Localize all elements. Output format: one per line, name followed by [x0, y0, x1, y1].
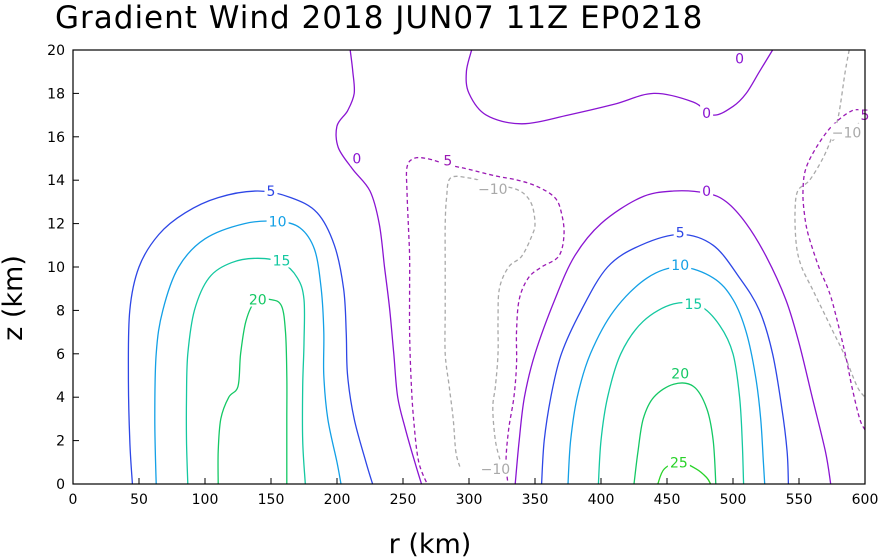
x-tick-label: 50 — [130, 492, 148, 508]
contour-label: 10 — [671, 258, 689, 274]
contour-line — [406, 158, 564, 489]
y-tick-label: 8 — [56, 303, 65, 319]
x-tick-label: 0 — [69, 492, 78, 508]
gradient-wind-chart: Gradient Wind 2018 JUN07 11Z EP0218 −10 −… — [0, 0, 879, 560]
contour-line — [155, 221, 341, 484]
plot-frame — [73, 50, 865, 484]
contour-label: 20 — [249, 293, 267, 309]
x-axis-label: r (km) — [389, 529, 472, 560]
y-tick-label: 2 — [56, 434, 65, 450]
y-tick-label: 14 — [47, 173, 65, 189]
contour-label: 0 — [352, 152, 361, 168]
contour-line — [128, 191, 372, 484]
contour-label: 10 — [269, 214, 287, 230]
contour-line — [466, 50, 772, 124]
contour-label: 0 — [702, 106, 711, 122]
contour-label: −10 — [478, 182, 508, 198]
contour-label: 25 — [670, 455, 688, 471]
y-axis-label: z (km) — [0, 255, 29, 341]
chart-title: Gradient Wind 2018 JUN07 11Z EP0218 — [55, 0, 703, 36]
x-tick-label: 250 — [390, 492, 417, 508]
contour-line — [336, 50, 421, 484]
contour-line — [218, 299, 287, 484]
contour-label: 0 — [702, 184, 711, 200]
x-tick-label: 400 — [588, 492, 615, 508]
contour-label: 0 — [735, 52, 744, 68]
y-tick-label: 12 — [47, 217, 65, 233]
x-tick-label: 500 — [720, 492, 747, 508]
contour-label: 15 — [684, 297, 702, 313]
contour-label: −10 — [481, 462, 511, 478]
x-tick-label: 300 — [456, 492, 483, 508]
y-tick-label: 20 — [47, 43, 65, 59]
x-tick-label: 350 — [522, 492, 549, 508]
contour-label: 5 — [676, 225, 685, 241]
y-tick-label: 0 — [56, 477, 65, 493]
y-tick-label: 6 — [56, 347, 65, 363]
contour-lines — [128, 50, 865, 488]
contour-label: 15 — [273, 253, 291, 269]
y-tick-label: 4 — [56, 390, 65, 406]
contour-line — [795, 50, 865, 397]
contour-label: 20 — [671, 366, 689, 382]
y-tick-label: 10 — [47, 260, 65, 276]
y-tick-label: 16 — [47, 130, 65, 146]
x-tick-label: 600 — [852, 492, 879, 508]
x-tick-label: 100 — [192, 492, 219, 508]
contour-label: 5 — [267, 184, 276, 200]
y-axis-ticks: 0 2 4 6 8 10 12 14 16 18 20 — [47, 43, 79, 493]
contour-line — [186, 258, 305, 484]
contour-label: −10 — [832, 125, 862, 141]
contour-line — [542, 235, 789, 485]
x-tick-label: 550 — [786, 492, 813, 508]
contour-line — [568, 267, 765, 484]
x-axis-ticks: 0 50 100 150 200 250 300 350 400 450 500 550 600 — [69, 478, 879, 508]
x-tick-label: 450 — [654, 492, 681, 508]
y-tick-label: 18 — [47, 86, 65, 102]
x-tick-label: 200 — [324, 492, 351, 508]
x-tick-label: 150 — [258, 492, 285, 508]
contour-label: 5 — [443, 154, 452, 170]
